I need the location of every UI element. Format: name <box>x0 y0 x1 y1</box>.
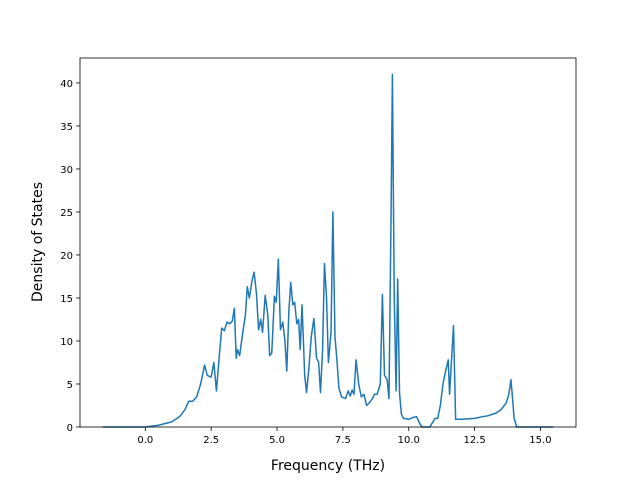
y-tick-label: 35 <box>60 122 73 133</box>
data-line <box>102 73 554 428</box>
x-tick-label: 10.0 <box>398 435 420 446</box>
y-tick-label: 15 <box>60 294 73 305</box>
y-axis-label: Density of States <box>30 182 46 302</box>
x-tick-label: 15.0 <box>529 435 551 446</box>
x-tick-label: 0.0 <box>137 435 153 446</box>
y-tick-label: 10 <box>60 337 73 348</box>
x-tick-label: 2.5 <box>203 435 219 446</box>
x-tick-label: 12.5 <box>463 435 485 446</box>
x-axis-label: Frequency (THz) <box>271 458 385 474</box>
x-tick-label: 7.5 <box>335 435 351 446</box>
y-tick-label: 40 <box>60 79 73 90</box>
y-tick-label: 20 <box>60 251 73 262</box>
x-tick-label: 5.0 <box>269 435 285 446</box>
y-tick-label: 5 <box>67 380 73 391</box>
y-tick-label: 25 <box>60 208 73 219</box>
y-tick-label: 0 <box>67 423 73 434</box>
plot-frame <box>79 57 577 428</box>
y-tick-label: 30 <box>60 165 73 176</box>
